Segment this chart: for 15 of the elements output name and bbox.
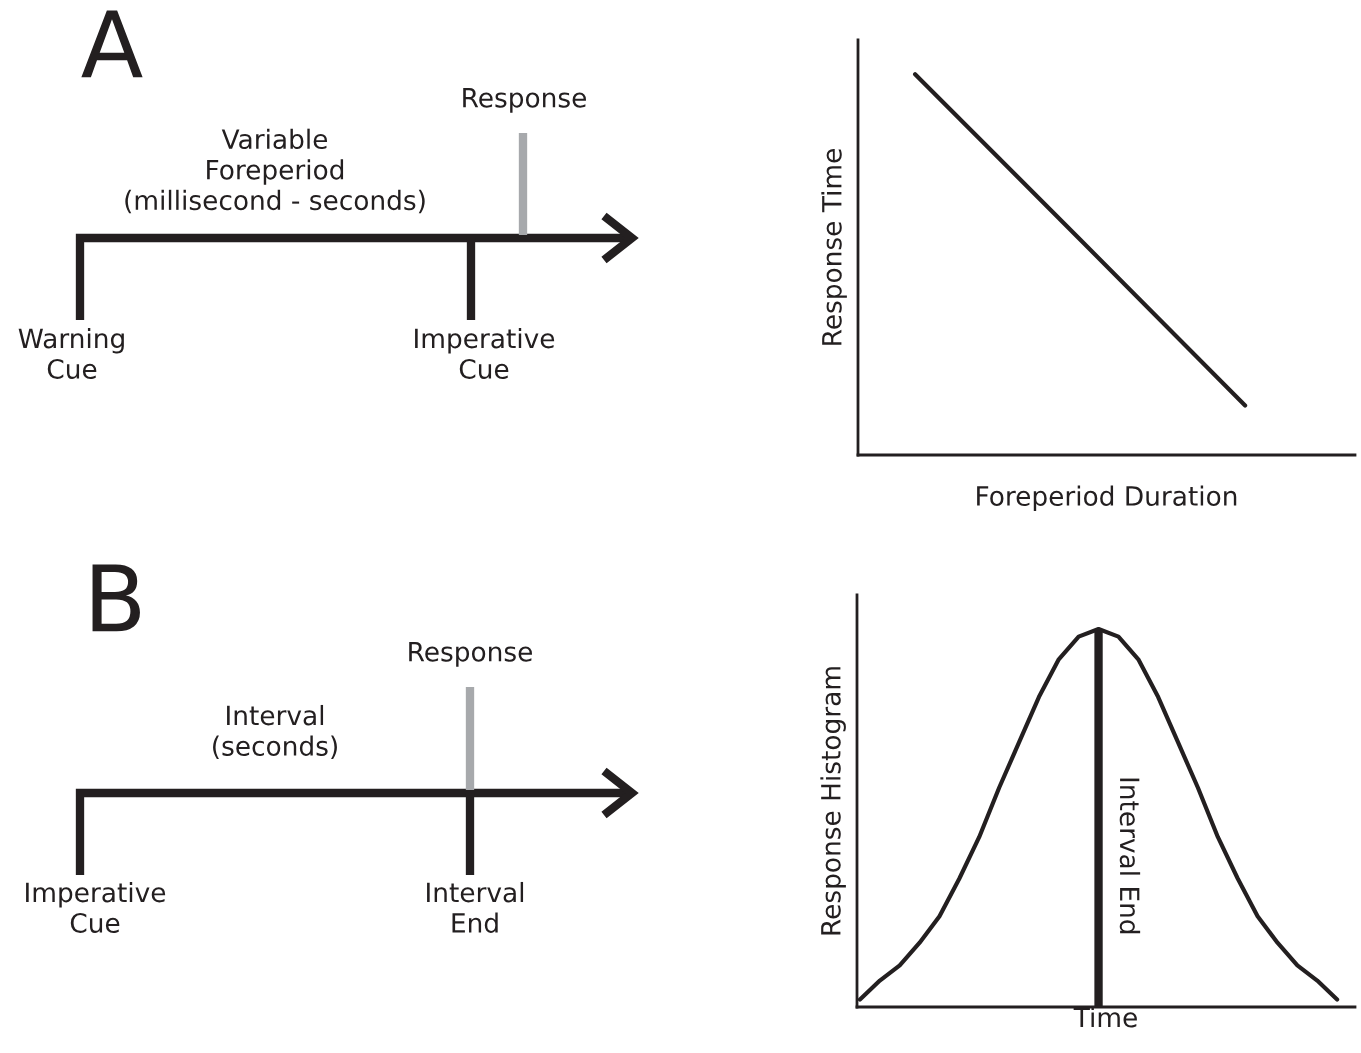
- y-axis-title: Response Histogram: [820, 667, 846, 935]
- text: Imperative Cue: [26, 881, 166, 933]
- text: A: [81, 10, 143, 78]
- text: Response: [409, 642, 532, 667]
- text: Imperative Cue: [415, 327, 555, 379]
- text: Response: [463, 88, 586, 113]
- x-axis-title: Foreperiod Duration: [977, 485, 1237, 512]
- x-axis-title: Time: [1073, 1007, 1137, 1028]
- annotation: Interval End: [1119, 778, 1141, 934]
- text: Interval (seconds): [213, 704, 337, 760]
- text: Interval End: [427, 881, 524, 933]
- text: Variable Foreperiod (millisecond - seconds): [125, 128, 425, 214]
- text: B: [92, 564, 140, 632]
- text: Warning Cue: [18, 327, 124, 379]
- y-axis-title: Response Time: [821, 149, 847, 345]
